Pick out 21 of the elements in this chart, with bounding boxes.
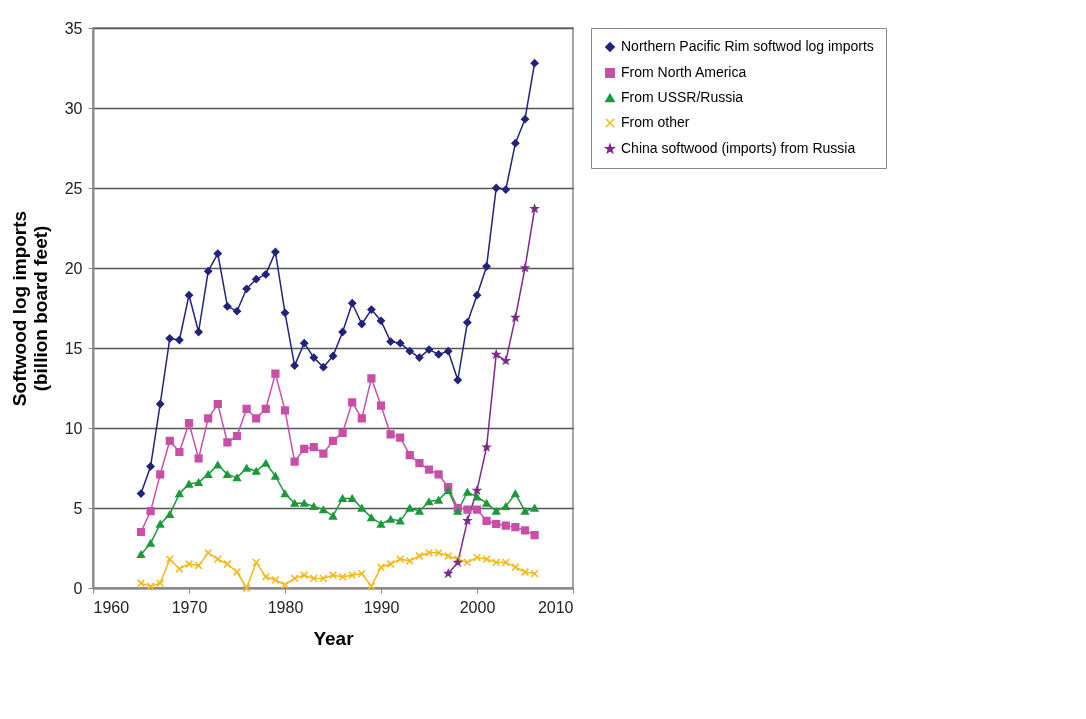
- x-tick-label: 1980: [267, 598, 304, 616]
- y-tick-label: 35: [64, 19, 83, 37]
- x-tick-label: 2000: [459, 598, 496, 616]
- y-tick-label: 0: [73, 579, 83, 597]
- x-axis-title: Year: [313, 627, 355, 649]
- legend-label: From North America: [621, 64, 747, 80]
- y-tick-label: 15: [64, 339, 83, 357]
- y-tick-label: 20: [64, 259, 83, 277]
- legend-label: From USSR/Russia: [621, 89, 744, 105]
- y-tick-label: 5: [73, 499, 83, 517]
- y-tick-label: 10: [64, 419, 83, 437]
- y-tick-label: 25: [64, 179, 83, 197]
- y-tick-label: 30: [64, 99, 83, 117]
- x-tick-label: 1960: [93, 598, 130, 616]
- legend-label: China softwood (imports) from Russia: [621, 140, 856, 156]
- x-tick-label: 2010: [537, 598, 574, 616]
- x-tick-label: 1970: [171, 598, 208, 616]
- legend-label: Northern Pacific Rim softwod log imports: [621, 38, 874, 54]
- x-tick-label: 1990: [363, 598, 400, 616]
- y-axis-title: Softwood log imports (billion board feet): [8, 210, 51, 407]
- legend-label: From other: [621, 114, 690, 130]
